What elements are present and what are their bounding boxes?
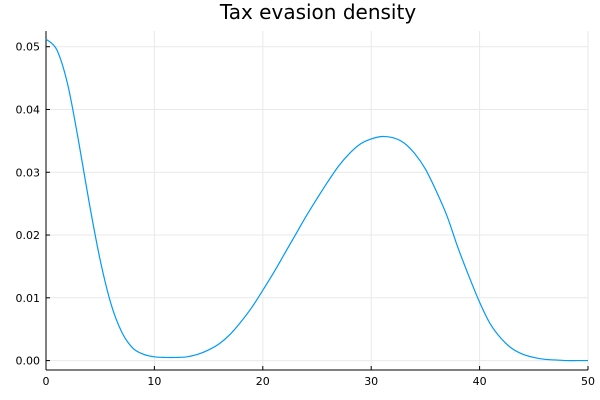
y-tick-label: 0.03: [16, 166, 41, 179]
x-tick-label: 20: [256, 375, 270, 388]
axes: [45, 31, 589, 371]
chart-title: Tax evasion density: [219, 0, 416, 24]
grid-lines: [45, 31, 589, 370]
tick-labels: 0 10 20 30 40 50 0.00 0.01 0.02 0.03 0.04 0.05: [16, 41, 596, 388]
density-curve: [45, 38, 588, 362]
x-tick-label: 50: [581, 375, 595, 388]
x-tick-label: 0: [43, 375, 50, 388]
y-tick-label: 0.05: [16, 41, 41, 54]
y-tick-label: 0.02: [16, 229, 41, 242]
x-tick-label: 10: [147, 375, 161, 388]
y-tick-label: 0.01: [16, 292, 41, 305]
y-tick-label: 0.00: [16, 355, 41, 368]
density-series: [45, 38, 588, 362]
x-tick-label: 30: [364, 375, 378, 388]
x-tick-label: 40: [473, 375, 487, 388]
y-tick-label: 0.04: [16, 103, 41, 116]
